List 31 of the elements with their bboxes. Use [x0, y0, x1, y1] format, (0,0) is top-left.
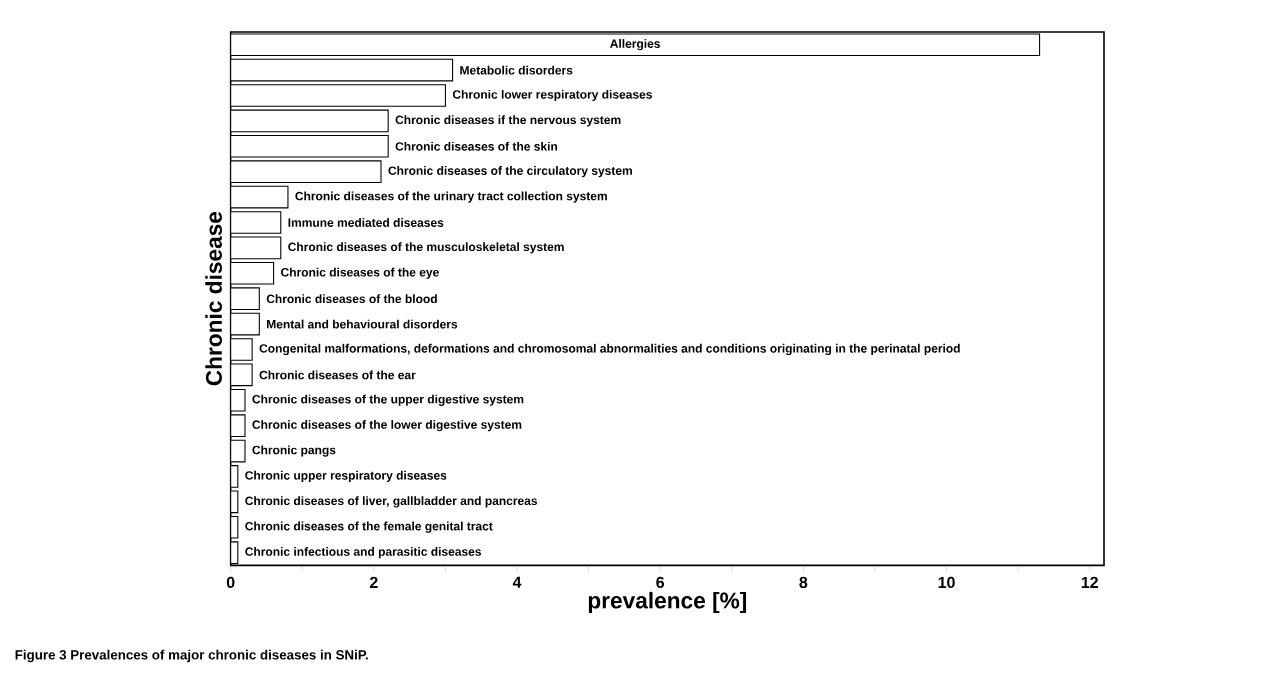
y-tick-label: Mental and behavioural disorders [267, 319, 458, 329]
x-tick-label: 6 [656, 576, 665, 589]
y-tick-label: Immune mediated diseases [288, 218, 444, 227]
y-tick-label: Chronic upper respiratory diseases [245, 470, 447, 483]
y-tick-label: Metabolic disorders [460, 65, 573, 75]
y-tick-label: Chronic diseases of the musculoskeletal system [288, 242, 564, 254]
y-tick-label: Chronic diseases of the skin [395, 141, 558, 151]
y-tick-label: Chronic lower respiratory diseases [452, 89, 652, 102]
y-tick-label: Congenital malformations, deformations and chromosomal abnormalities and conditions originating in the perinatal period [259, 343, 960, 356]
y-tick-label: Allergies [610, 39, 660, 51]
y-tick-label: Chronic diseases of the lower digestive system [252, 420, 522, 432]
x-tick-label: 2 [369, 576, 378, 588]
y-tick-label: Chronic infectious and parasitic diseases [245, 547, 482, 559]
y-tick-label: Chronic diseases of liver, gallbladder and pancreas [245, 496, 538, 508]
x-tick-label: 8 [799, 576, 808, 589]
y-tick-label: Chronic diseases of the eye [281, 267, 439, 279]
y-tick-label: Chronic diseases of the urinary tract collection system [295, 191, 607, 203]
y-tick-label: Chronic diseases if the nervous system [395, 115, 621, 127]
caption: Figure 3 Prevalences of major chronic diseases in SNiP. [15, 649, 368, 663]
y-tick-label: Chronic diseases of the blood [266, 294, 437, 304]
x-tick-label: 4 [512, 576, 522, 588]
y-axis-title: Chronic disease [205, 211, 222, 386]
x-tick-label: 10 [938, 576, 955, 589]
y-tick-label: Chronic diseases of the ear [259, 370, 416, 380]
y-tick-label: Chronic diseases of the female genital tract [245, 521, 493, 533]
x-tick-label: 0 [226, 576, 235, 589]
x-tick-label: 12 [1081, 576, 1098, 588]
y-tick-label: Chronic pangs [252, 445, 336, 457]
y-tick-label: Chronic diseases of the upper digestive system [252, 394, 524, 406]
x-axis-title: prevalence [%] [588, 591, 747, 613]
y-tick-label: Chronic diseases of the circulatory system [388, 166, 632, 178]
